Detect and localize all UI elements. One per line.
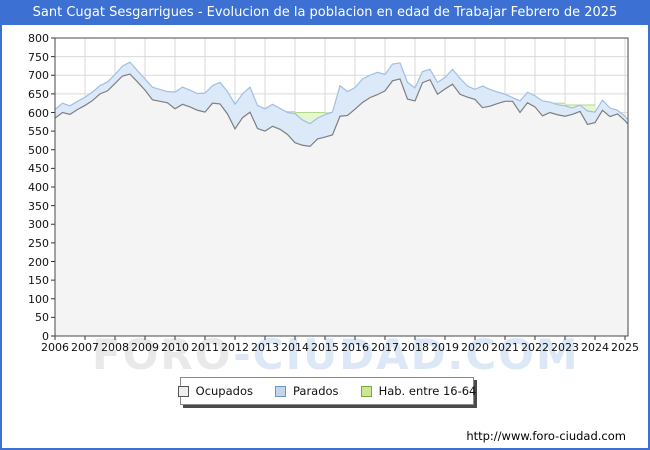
legend-item-hab-16-64: Hab. entre 16-64 xyxy=(360,384,477,398)
legend-label-ocupados: Ocupados xyxy=(195,384,253,398)
legend-swatch-hab-16-64 xyxy=(360,385,372,397)
legend-label-hab-16-64: Hab. entre 16-64 xyxy=(378,384,477,398)
legend-item-parados: Parados xyxy=(274,384,339,398)
legend-label-parados: Parados xyxy=(292,384,339,398)
watermark: FORO-CIUDAD.COM xyxy=(92,330,580,379)
legend-swatch-ocupados xyxy=(177,385,189,397)
window-title: Sant Cugat Sesgarrigues - Evolucion de l… xyxy=(32,5,618,20)
legend-item-ocupados: Ocupados xyxy=(177,384,253,398)
window-title-bar: Sant Cugat Sesgarrigues - Evolucion de l… xyxy=(0,0,650,25)
legend-swatch-parados xyxy=(274,385,286,397)
footer-url[interactable]: http://www.foro-ciudad.com xyxy=(466,429,626,443)
watermark-part2: -CIUDAD.COM xyxy=(233,330,580,379)
legend: Ocupados Parados Hab. entre 16-64 xyxy=(177,377,477,405)
